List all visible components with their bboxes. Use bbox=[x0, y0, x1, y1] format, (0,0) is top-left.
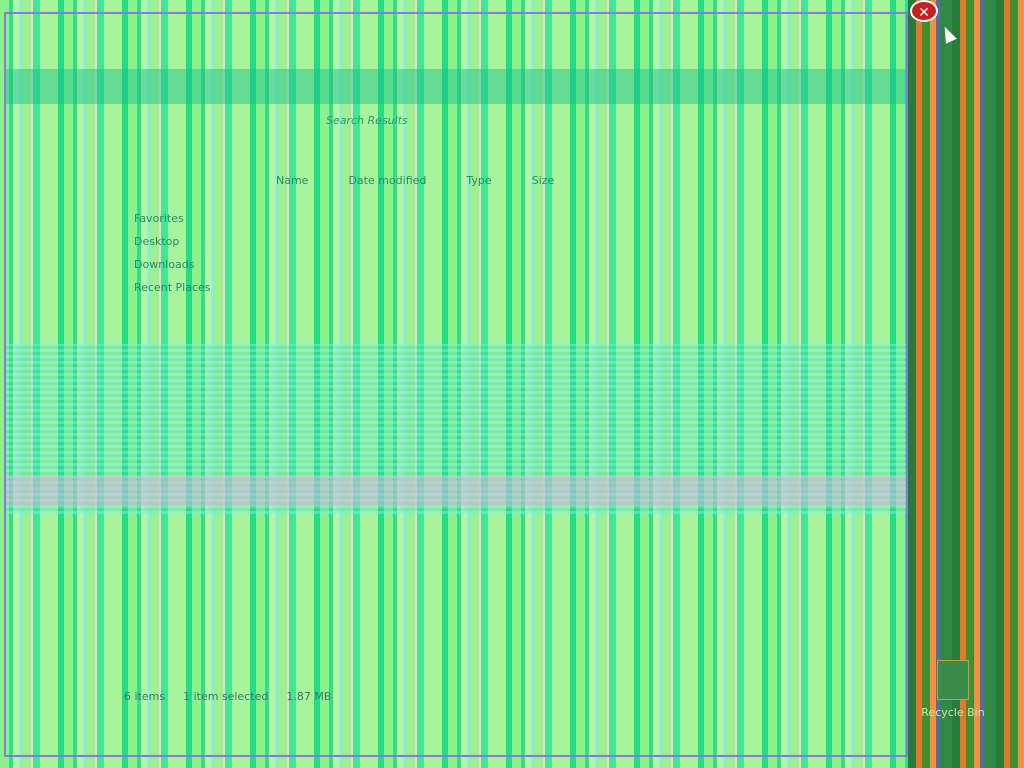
nav-desktop[interactable]: Desktop bbox=[134, 235, 180, 248]
desktop-background bbox=[908, 0, 1024, 768]
status-item-count: 6 items bbox=[124, 690, 166, 703]
toolbar bbox=[6, 69, 906, 104]
recycle-bin-label: Recycle Bin bbox=[921, 706, 985, 719]
explorer-window: Search Results Name Date modified Type S… bbox=[4, 12, 908, 757]
column-size[interactable]: Size bbox=[531, 174, 555, 187]
status-bar: 6 items 1 item selected 1.87 MB bbox=[124, 690, 331, 703]
navigation-pane: Favorites Desktop Downloads Recent Place… bbox=[134, 212, 211, 304]
column-type[interactable]: Type bbox=[466, 174, 492, 187]
close-icon[interactable]: ✕ bbox=[910, 0, 938, 22]
recycle-bin-shortcut[interactable]: Recycle Bin bbox=[918, 660, 988, 719]
column-name[interactable]: Name bbox=[276, 174, 309, 187]
column-headers: Name Date modified Type Size bbox=[276, 174, 554, 187]
details-pane bbox=[6, 476, 906, 506]
file-list-area bbox=[6, 344, 906, 514]
column-date-modified[interactable]: Date modified bbox=[348, 174, 427, 187]
nav-recent-places[interactable]: Recent Places bbox=[134, 281, 211, 294]
status-selected: 1 item selected bbox=[183, 690, 269, 703]
status-size: 1.87 MB bbox=[286, 690, 332, 703]
nav-downloads[interactable]: Downloads bbox=[134, 258, 195, 271]
window-title: Search Results bbox=[326, 114, 408, 127]
recycle-bin-icon bbox=[937, 660, 969, 700]
nav-favorites[interactable]: Favorites bbox=[134, 212, 184, 225]
